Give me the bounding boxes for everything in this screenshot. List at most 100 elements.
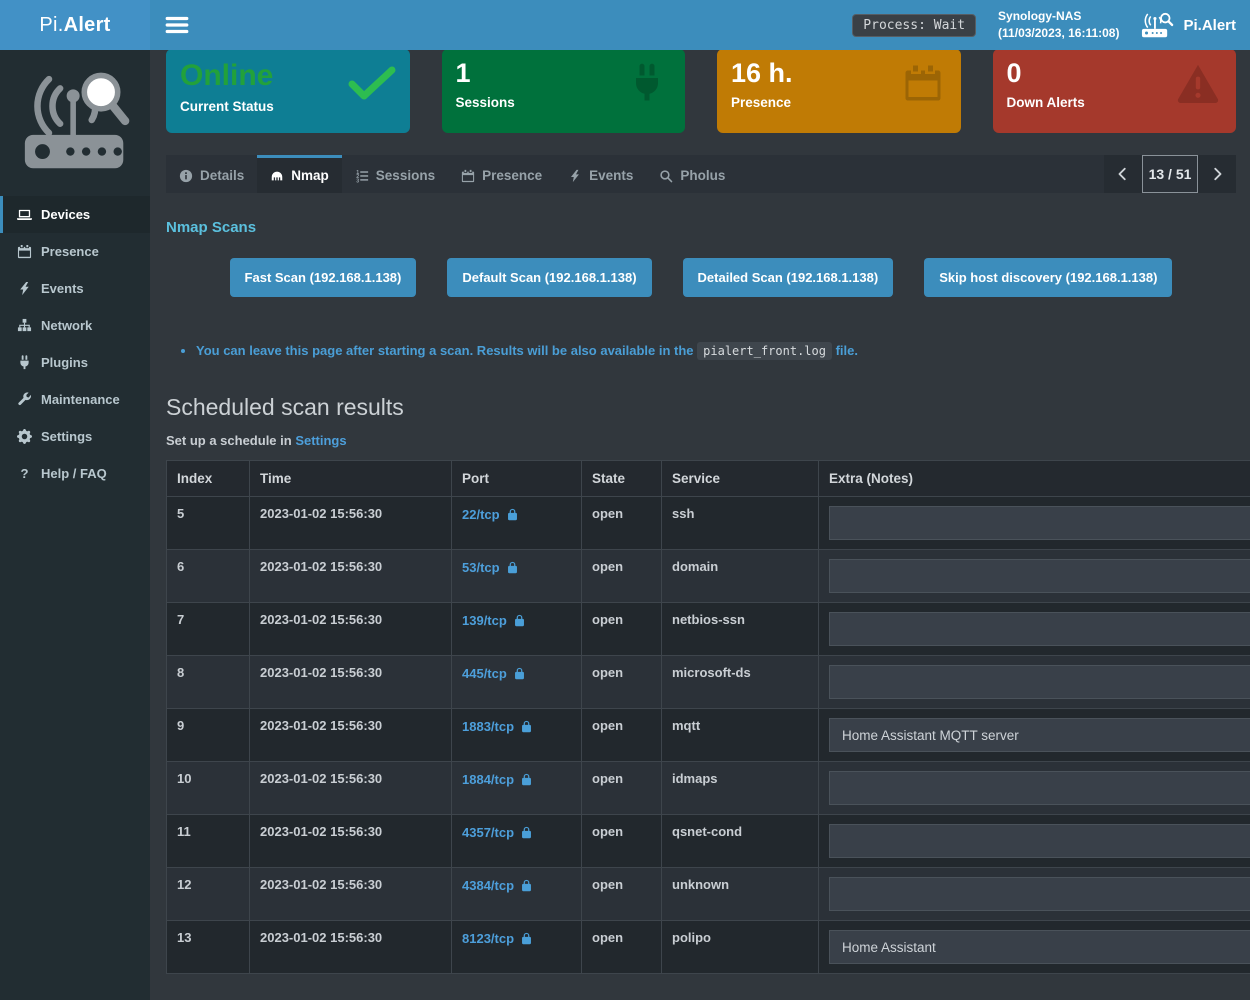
presence-card[interactable]: 16 h. Presence (717, 49, 961, 133)
next-device-button[interactable] (1198, 155, 1236, 193)
scan-button[interactable]: Fast Scan (192.168.1.138) (229, 258, 417, 297)
nas-time: (11/03/2023, 16:11:08) (998, 26, 1120, 40)
presence-label: Presence (731, 94, 792, 110)
current-status-value: Online (180, 59, 274, 92)
note-input[interactable] (829, 559, 1250, 593)
scan-button[interactable]: Default Scan (192.168.1.138) (447, 258, 652, 297)
sidebar-item[interactable]: Presence (0, 233, 150, 270)
note-input[interactable] (829, 718, 1250, 752)
port-link[interactable]: 139/tcp (462, 613, 507, 628)
cell-service: domain (661, 549, 819, 603)
sidebar-menu: Devices Presence Events Network Plugins … (0, 196, 150, 492)
sidebar-item[interactable]: Events (0, 270, 150, 307)
chevron-left-icon (1116, 167, 1130, 181)
current-status-card[interactable]: Online Current Status (166, 49, 410, 133)
plug-icon (623, 63, 671, 103)
scan-buttons: Fast Scan (192.168.1.138) Default Scan (1… (166, 258, 1236, 297)
cell-index: 7 (166, 602, 250, 656)
tab[interactable]: Presence (448, 155, 555, 193)
cell-index: 8 (166, 655, 250, 709)
sidebar-item[interactable]: Settings (0, 418, 150, 455)
scan-button[interactable]: Skip host discovery (192.168.1.138) (924, 258, 1173, 297)
cell-state: open (581, 761, 662, 815)
cell-extra-notes (818, 549, 1250, 603)
cell-port: 139/tcp (451, 602, 582, 656)
sidebar-item[interactable]: Devices (0, 196, 150, 233)
port-link[interactable]: 53/tcp (462, 560, 500, 575)
log-file-code: pialert_front.log (697, 342, 832, 360)
lock-icon (520, 879, 533, 892)
navbar-brand-right[interactable]: Pi.Alert (1141, 12, 1236, 38)
port-link[interactable]: 22/tcp (462, 507, 500, 522)
cell-service: idmaps (661, 761, 819, 815)
table-row: 11 2023-01-02 15:56:30 4357/tcp open qsn… (166, 814, 1250, 868)
cell-state: open (581, 814, 662, 868)
sidebar-item[interactable]: Maintenance (0, 381, 150, 418)
sessions-card[interactable]: 1 Sessions (441, 49, 685, 133)
note-input[interactable] (829, 665, 1250, 699)
cell-port: 1883/tcp (451, 708, 582, 762)
port-link[interactable]: 4357/tcp (462, 825, 515, 840)
cell-port: 53/tcp (451, 549, 582, 603)
cell-time: 2023-01-02 15:56:30 (249, 761, 452, 815)
cell-extra-notes (818, 708, 1250, 762)
cell-extra-notes (818, 814, 1250, 868)
table-row: 12 2023-01-02 15:56:30 4384/tcp open unk… (166, 867, 1250, 921)
note-input[interactable] (829, 612, 1250, 646)
cell-index: 10 (166, 761, 250, 815)
cell-extra-notes (818, 655, 1250, 709)
hamburger-menu-icon[interactable] (164, 12, 190, 38)
down-alerts-card[interactable]: 0 Down Alerts (992, 49, 1236, 133)
scan-notes: You can leave this page after starting a… (196, 342, 1236, 360)
sidebar-item-label: Events (41, 281, 84, 296)
sidebar-item-label: Presence (41, 244, 99, 259)
tab[interactable]: Details (166, 155, 257, 193)
note-input[interactable] (829, 930, 1250, 964)
table-row: 13 2023-01-02 15:56:30 8123/tcp open pol… (166, 920, 1250, 974)
header-port: Port (451, 460, 582, 497)
sidebar-item[interactable]: Network (0, 307, 150, 344)
sidebar-item-label: Maintenance (41, 392, 120, 407)
lock-icon (513, 614, 526, 627)
port-link[interactable]: 1883/tcp (462, 719, 515, 734)
svg-text:3: 3 (356, 178, 359, 183)
note-input[interactable] (829, 824, 1250, 858)
port-link[interactable]: 8123/tcp (462, 931, 515, 946)
cell-service: unknown (661, 867, 819, 921)
sidebar-item[interactable]: Plugins (0, 344, 150, 381)
tab-label: Pholus (680, 168, 726, 183)
note-input[interactable] (829, 771, 1250, 805)
cell-state: open (581, 708, 662, 762)
prev-device-button[interactable] (1104, 155, 1142, 193)
port-link[interactable]: 4384/tcp (462, 878, 515, 893)
sidebar: Devices Presence Events Network Plugins … (0, 50, 150, 1000)
lock-icon (506, 508, 519, 521)
header-time: Time (249, 460, 452, 497)
cell-state: open (581, 602, 662, 656)
scan-button[interactable]: Detailed Scan (192.168.1.138) (682, 258, 894, 297)
schedule-hint-text: Set up a schedule in (166, 433, 296, 448)
cell-extra-notes (818, 867, 1250, 921)
leave-note-text: You can leave this page after starting a… (196, 343, 698, 358)
port-link[interactable]: 1884/tcp (462, 772, 515, 787)
sitemap-icon (17, 318, 32, 333)
tab[interactable]: Pholus (646, 155, 738, 193)
note-input[interactable] (829, 506, 1250, 540)
port-link[interactable]: 445/tcp (462, 666, 507, 681)
cell-time: 2023-01-02 15:56:30 (249, 602, 452, 656)
cell-state: open (581, 867, 662, 921)
gear-icon (17, 429, 32, 444)
settings-link[interactable]: Settings (295, 433, 347, 448)
sidebar-item-label: Network (41, 318, 93, 333)
tab[interactable]: Nmap (257, 155, 342, 193)
app-logo[interactable]: Pi.Alert (0, 0, 150, 50)
tab[interactable]: Events (555, 155, 646, 193)
note-input[interactable] (829, 877, 1250, 911)
current-status-label: Current Status (180, 98, 274, 114)
cell-service: mqtt (661, 708, 819, 762)
lock-icon (520, 773, 533, 786)
router-icon (1141, 12, 1175, 38)
sidebar-item[interactable]: ? Help / FAQ (0, 455, 150, 492)
cell-state: open (581, 655, 662, 709)
